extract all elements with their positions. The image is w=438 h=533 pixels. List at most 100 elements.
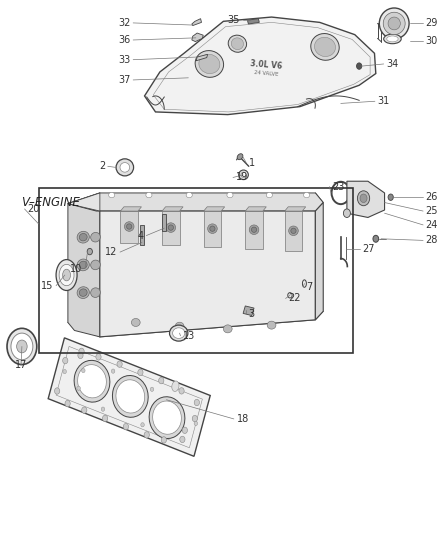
Ellipse shape bbox=[56, 260, 77, 290]
Ellipse shape bbox=[11, 333, 33, 360]
Ellipse shape bbox=[141, 423, 144, 427]
Text: 36: 36 bbox=[118, 35, 131, 45]
Ellipse shape bbox=[314, 37, 336, 56]
Polygon shape bbox=[162, 211, 180, 245]
Ellipse shape bbox=[79, 261, 87, 269]
Text: 18: 18 bbox=[237, 414, 249, 424]
Text: 34: 34 bbox=[386, 59, 399, 69]
Bar bbox=[162, 214, 166, 231]
Ellipse shape bbox=[360, 194, 367, 203]
Polygon shape bbox=[120, 211, 138, 243]
Ellipse shape bbox=[228, 35, 247, 52]
Ellipse shape bbox=[149, 397, 185, 439]
Text: 37: 37 bbox=[118, 75, 131, 85]
Text: 4: 4 bbox=[138, 231, 144, 240]
Text: 24 VALVE: 24 VALVE bbox=[254, 70, 279, 77]
Ellipse shape bbox=[304, 192, 310, 198]
Ellipse shape bbox=[59, 264, 74, 286]
Ellipse shape bbox=[77, 231, 89, 243]
Polygon shape bbox=[245, 207, 266, 211]
Text: 15: 15 bbox=[41, 281, 53, 290]
Ellipse shape bbox=[179, 387, 184, 394]
Ellipse shape bbox=[91, 260, 100, 270]
Ellipse shape bbox=[152, 401, 181, 434]
Ellipse shape bbox=[241, 172, 246, 177]
Ellipse shape bbox=[194, 421, 198, 425]
Text: 33: 33 bbox=[118, 55, 131, 64]
Ellipse shape bbox=[227, 192, 233, 198]
Text: 22: 22 bbox=[288, 294, 301, 303]
Ellipse shape bbox=[81, 368, 85, 373]
Ellipse shape bbox=[182, 427, 187, 433]
Polygon shape bbox=[192, 19, 201, 26]
Ellipse shape bbox=[357, 191, 370, 206]
Ellipse shape bbox=[7, 328, 37, 365]
Text: 29: 29 bbox=[426, 18, 438, 28]
Text: 10: 10 bbox=[70, 264, 82, 273]
Ellipse shape bbox=[291, 228, 296, 233]
Ellipse shape bbox=[79, 233, 87, 241]
Ellipse shape bbox=[192, 415, 198, 422]
Bar bbox=[140, 225, 144, 245]
Polygon shape bbox=[145, 17, 376, 115]
Ellipse shape bbox=[116, 380, 145, 413]
Polygon shape bbox=[204, 211, 221, 247]
Ellipse shape bbox=[194, 399, 199, 406]
Ellipse shape bbox=[96, 354, 101, 360]
Ellipse shape bbox=[357, 63, 362, 69]
Ellipse shape bbox=[239, 170, 248, 180]
Text: 3.0L V6: 3.0L V6 bbox=[250, 59, 283, 71]
Text: 19: 19 bbox=[236, 173, 248, 182]
Polygon shape bbox=[68, 193, 100, 211]
Ellipse shape bbox=[116, 159, 134, 176]
Ellipse shape bbox=[63, 358, 68, 364]
Text: 23: 23 bbox=[332, 182, 344, 191]
Ellipse shape bbox=[249, 225, 259, 235]
Ellipse shape bbox=[208, 224, 217, 233]
Ellipse shape bbox=[77, 386, 80, 390]
Polygon shape bbox=[315, 203, 323, 320]
Polygon shape bbox=[243, 306, 254, 316]
Ellipse shape bbox=[17, 340, 27, 353]
Polygon shape bbox=[196, 54, 208, 61]
Text: 17: 17 bbox=[15, 360, 27, 370]
Text: 26: 26 bbox=[426, 192, 438, 202]
Ellipse shape bbox=[79, 348, 84, 354]
Ellipse shape bbox=[388, 17, 400, 30]
Text: 24: 24 bbox=[426, 220, 438, 230]
Ellipse shape bbox=[144, 432, 149, 438]
Ellipse shape bbox=[373, 236, 378, 242]
Text: 25: 25 bbox=[426, 206, 438, 216]
Ellipse shape bbox=[231, 38, 244, 50]
Ellipse shape bbox=[223, 325, 232, 333]
Polygon shape bbox=[245, 211, 263, 249]
Ellipse shape bbox=[77, 287, 89, 298]
Ellipse shape bbox=[101, 407, 105, 411]
Ellipse shape bbox=[172, 381, 179, 391]
Ellipse shape bbox=[111, 369, 115, 373]
Text: 2: 2 bbox=[99, 161, 105, 171]
Ellipse shape bbox=[199, 54, 220, 74]
Text: 30: 30 bbox=[426, 36, 438, 45]
Ellipse shape bbox=[251, 227, 257, 232]
Polygon shape bbox=[192, 33, 203, 42]
Ellipse shape bbox=[150, 387, 154, 391]
Text: V–ENGINE: V–ENGINE bbox=[21, 196, 80, 209]
Ellipse shape bbox=[113, 376, 148, 417]
Ellipse shape bbox=[74, 360, 110, 402]
Ellipse shape bbox=[102, 415, 108, 422]
Ellipse shape bbox=[383, 12, 405, 35]
Polygon shape bbox=[68, 204, 100, 337]
Ellipse shape bbox=[131, 318, 140, 326]
Ellipse shape bbox=[175, 322, 184, 330]
Ellipse shape bbox=[159, 377, 164, 384]
Ellipse shape bbox=[388, 194, 393, 200]
Ellipse shape bbox=[180, 436, 185, 442]
Ellipse shape bbox=[384, 34, 401, 44]
Polygon shape bbox=[100, 211, 315, 337]
Ellipse shape bbox=[78, 365, 106, 398]
Ellipse shape bbox=[79, 289, 87, 296]
Ellipse shape bbox=[127, 224, 132, 229]
Text: 31: 31 bbox=[378, 96, 390, 106]
Ellipse shape bbox=[124, 222, 134, 231]
